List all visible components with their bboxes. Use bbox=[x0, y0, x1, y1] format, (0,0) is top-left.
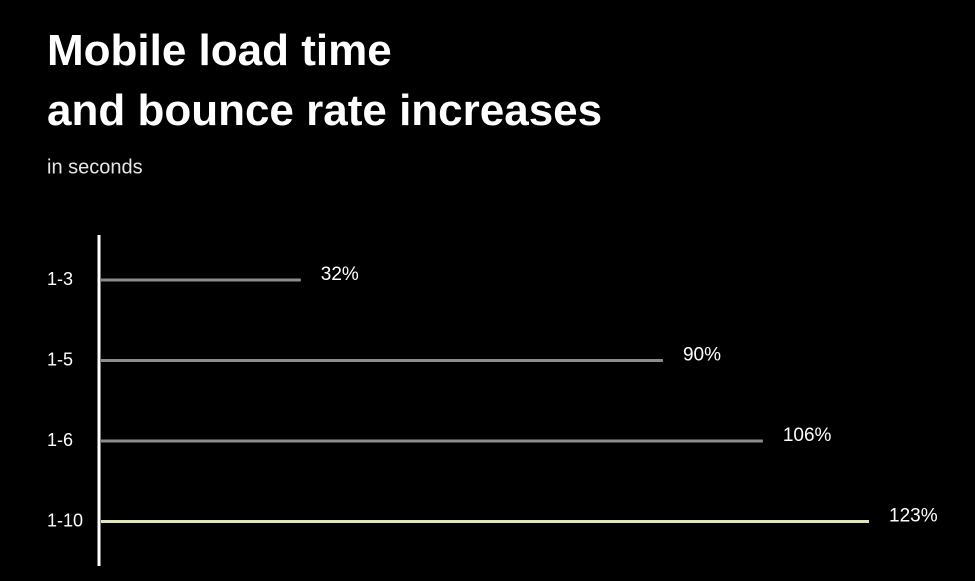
category-label: 1-3 bbox=[47, 269, 73, 289]
category-label: 1-6 bbox=[47, 430, 73, 450]
chart-subtitle: in seconds bbox=[47, 156, 143, 178]
value-label: 123% bbox=[889, 506, 938, 527]
chart-title: and bounce rate increases bbox=[47, 86, 602, 135]
value-label: 32% bbox=[321, 264, 359, 285]
value-label: 106% bbox=[783, 425, 832, 446]
chart-title: Mobile load time bbox=[47, 26, 392, 75]
category-label: 1-5 bbox=[47, 349, 73, 369]
value-label: 90% bbox=[683, 345, 721, 366]
category-label: 1-10 bbox=[47, 510, 83, 530]
